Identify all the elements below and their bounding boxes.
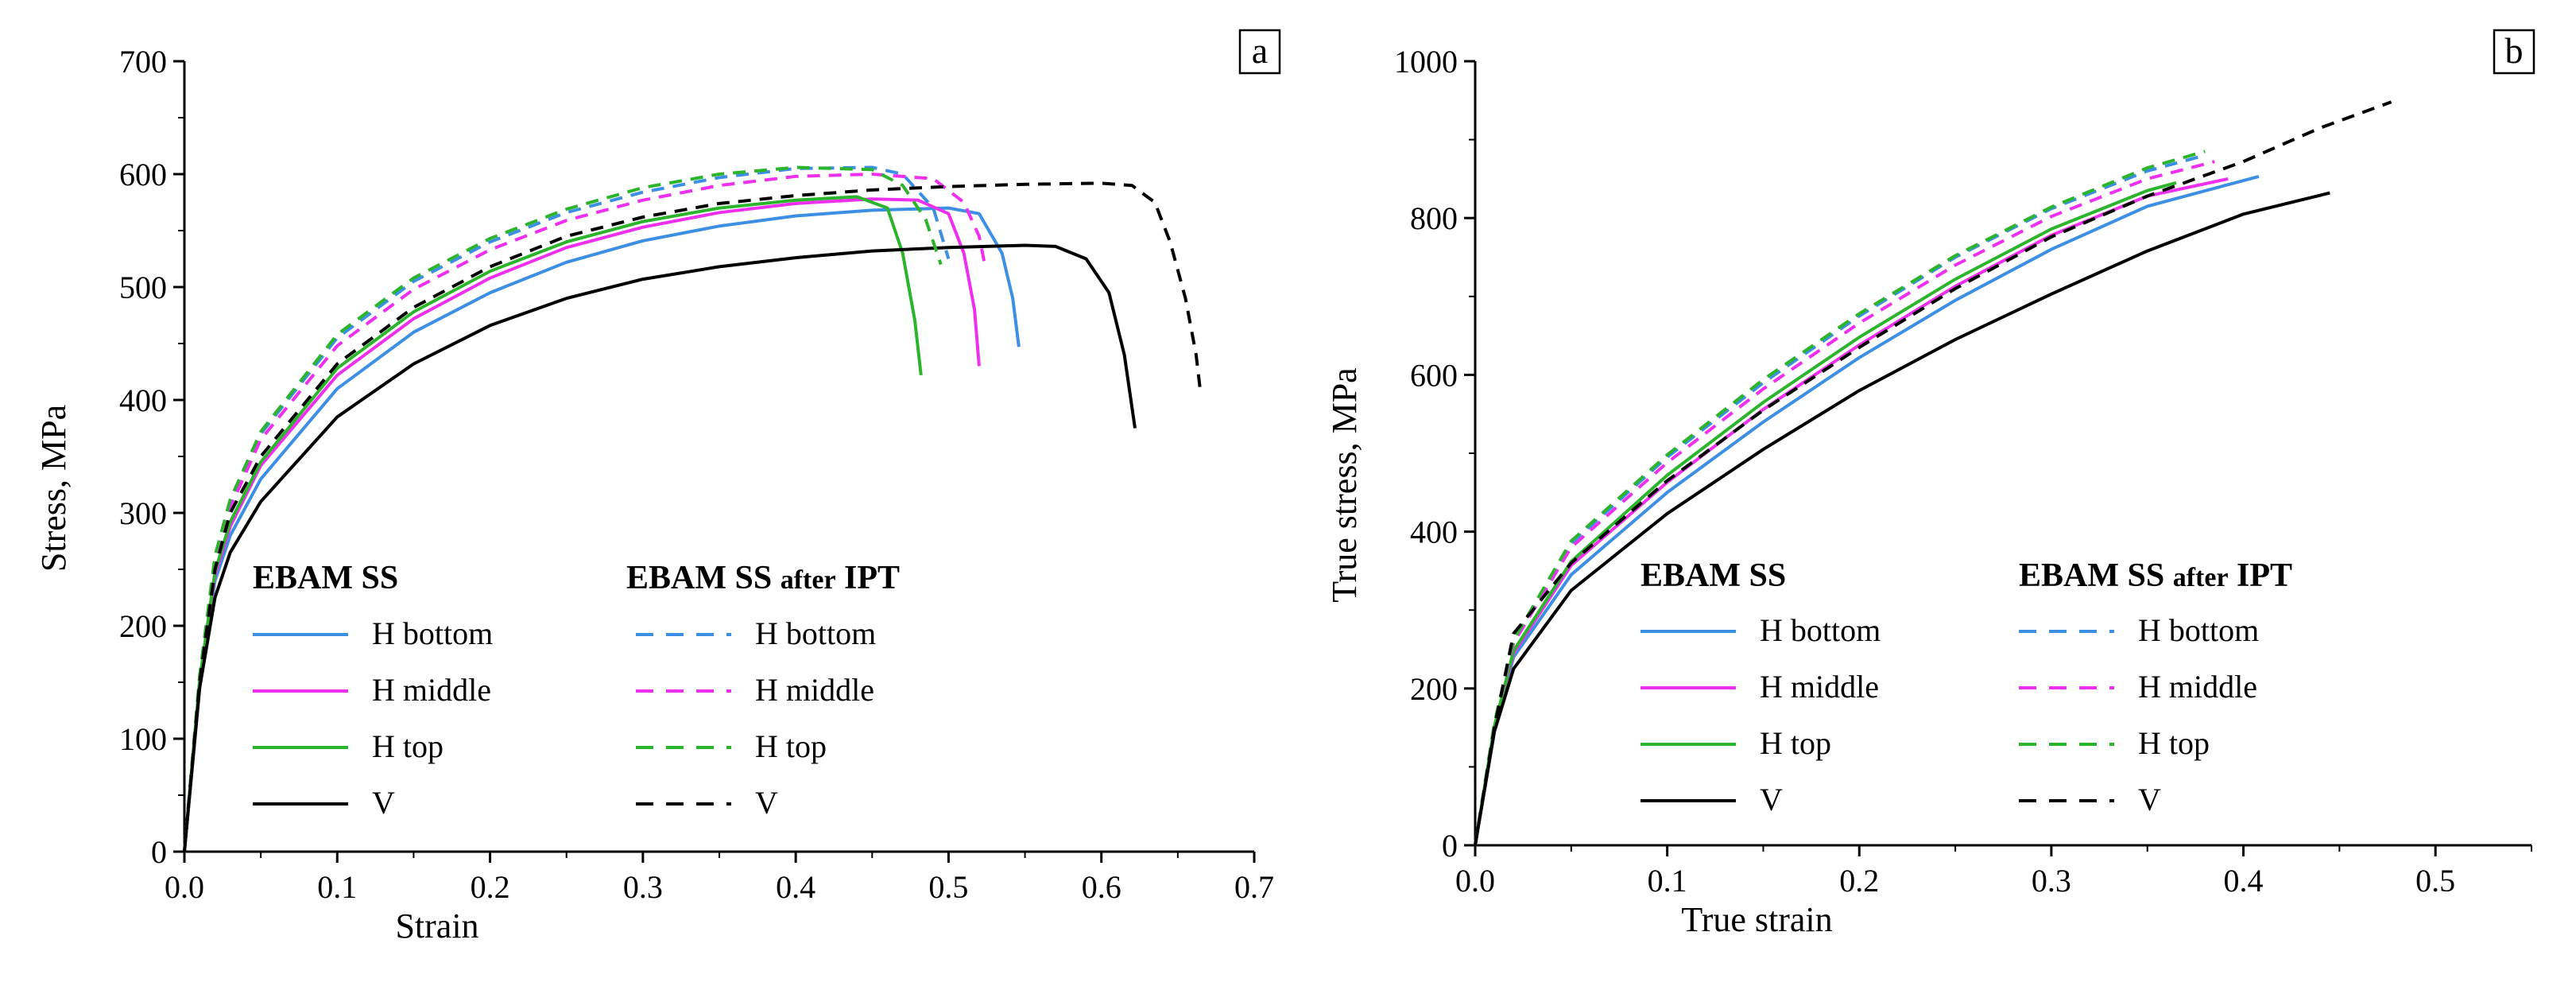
- panel-a-series-ipt-h-top: [183, 165, 943, 852]
- panel-a-legend-label: H top: [755, 728, 827, 764]
- panel-a-x-tick-label: 0.1: [317, 869, 357, 905]
- panel-b-y-tick-label: 600: [1410, 357, 1458, 393]
- panel-a-legend-heading-1: EBAM SS: [253, 560, 398, 596]
- panel-a-series-h-top: [183, 195, 923, 852]
- panel-b-legend-label: V: [2138, 782, 2161, 817]
- panel-a-label-box: [1238, 29, 1281, 75]
- panel-a-y-tick-label: 100: [119, 721, 167, 757]
- panel-b-x-tick-label: 0.2: [1839, 863, 1879, 899]
- panel-a-legend-label: H middle: [372, 672, 491, 708]
- panel-b-y-tick-label: 200: [1410, 671, 1458, 707]
- panel-b-legend-label: V: [1760, 782, 1783, 817]
- panel-b-y-tick-label: 1000: [1394, 44, 1458, 80]
- panel-a-x-tick-label: 0.4: [776, 869, 815, 905]
- panel-b-y-tick-label: 400: [1410, 514, 1458, 550]
- panel-a-x-axis-title: Strain: [395, 907, 478, 945]
- panel-a-x-tick-label: 0.5: [928, 869, 968, 905]
- panel-b-series-ipt-v: [1474, 100, 2392, 846]
- panel-a: 0.0 0.1 0.2 0.3 0.4 0.5 0.6 0.7 0 100 200 300 400 500…: [34, 29, 1281, 945]
- panel-b-x-axis-title: True strain: [1681, 900, 1832, 939]
- panel-b-label: b: [2505, 30, 2524, 71]
- panel-b-x-tick-label: 0.0: [1455, 863, 1495, 899]
- panel-b-y-tick-label: 0: [1442, 828, 1458, 864]
- panel-b-series-ipt-h-middle: [1474, 160, 2215, 846]
- panel-a-series-v: [183, 243, 1137, 852]
- panel-b-legend-label: H middle: [2138, 669, 2257, 705]
- panel-a-series-h-bottom: [183, 206, 1021, 852]
- panel-b-legend-label: H top: [1760, 725, 1831, 761]
- panel-b-legend-heading-2: EBAM SS after IPT: [2019, 557, 2292, 594]
- panel-a-y-tick-label: 200: [119, 608, 167, 644]
- panel-b-legend-label: H top: [2138, 725, 2210, 761]
- panel-b-legend-label: H bottom: [2138, 612, 2259, 648]
- panel-a-legend-label: V: [755, 785, 778, 821]
- panel-a-series-h-middle: [183, 197, 981, 852]
- panel-a-x-tick-label: 0.7: [1234, 869, 1274, 905]
- panel-a-x-tick-label: 0.0: [165, 869, 204, 905]
- panel-a-y-tick-label: 300: [119, 495, 167, 531]
- panel-a-x-tick-label: 0.2: [471, 869, 510, 905]
- panel-a-series-ipt-v: [183, 181, 1203, 852]
- panel-a-label: a: [1252, 30, 1268, 71]
- panel-a-y-tick-label: 0: [151, 834, 167, 870]
- panel-b-x-tick-label: 0.5: [2415, 863, 2455, 899]
- panel-b-label-box: [2493, 29, 2535, 75]
- panel-a-legend-label: V: [372, 785, 395, 821]
- panel-a-x-tick-label: 0.3: [623, 869, 663, 905]
- panel-b-series-v: [1474, 191, 2330, 846]
- panel-b-legend-label: H middle: [1760, 669, 1879, 705]
- panel-a-y-tick-label: 400: [119, 382, 167, 418]
- panel-a-y-tick-label: 700: [119, 44, 167, 80]
- panel-b-y-tick-label: 800: [1410, 200, 1458, 236]
- panel-a-x-tick-label: 0.6: [1082, 869, 1121, 905]
- panel-a-legend-label: H bottom: [755, 615, 876, 651]
- panel-b-series-h-middle: [1474, 177, 2229, 846]
- panel-b-x-tick-label: 0.3: [2032, 863, 2071, 899]
- panel-a-legend-label: H top: [372, 728, 444, 764]
- panel-a-legend-label: H bottom: [372, 615, 493, 651]
- panel-a-y-axis-title: Stress, MPa: [34, 405, 73, 572]
- panel-a-legend-heading-2: EBAM SS after IPT: [626, 560, 900, 596]
- panel-a-y-tick-label: 600: [119, 157, 167, 192]
- panel-a-series-ipt-h-middle: [183, 173, 987, 852]
- panel-b-series-ipt-h-top: [1474, 149, 2206, 846]
- panel-b: 0.0 0.1 0.2 0.3 0.4 0.5 0 200 400 600 800 1000 True …: [1325, 29, 2535, 939]
- panel-a-y-tick-label: 500: [119, 270, 167, 305]
- panel-b-series-ipt-h-bottom: [1474, 153, 2206, 846]
- panel-b-x-tick-label: 0.4: [2224, 863, 2264, 899]
- panel-a-legend-label: H middle: [755, 672, 874, 708]
- panel-b-legend-label: H bottom: [1760, 612, 1881, 648]
- panel-b-legend-heading-1: EBAM SS: [1641, 557, 1786, 594]
- panel-b-x-tick-label: 0.1: [1648, 863, 1687, 899]
- panel-b-y-axis-title: True stress, MPa: [1325, 367, 1364, 602]
